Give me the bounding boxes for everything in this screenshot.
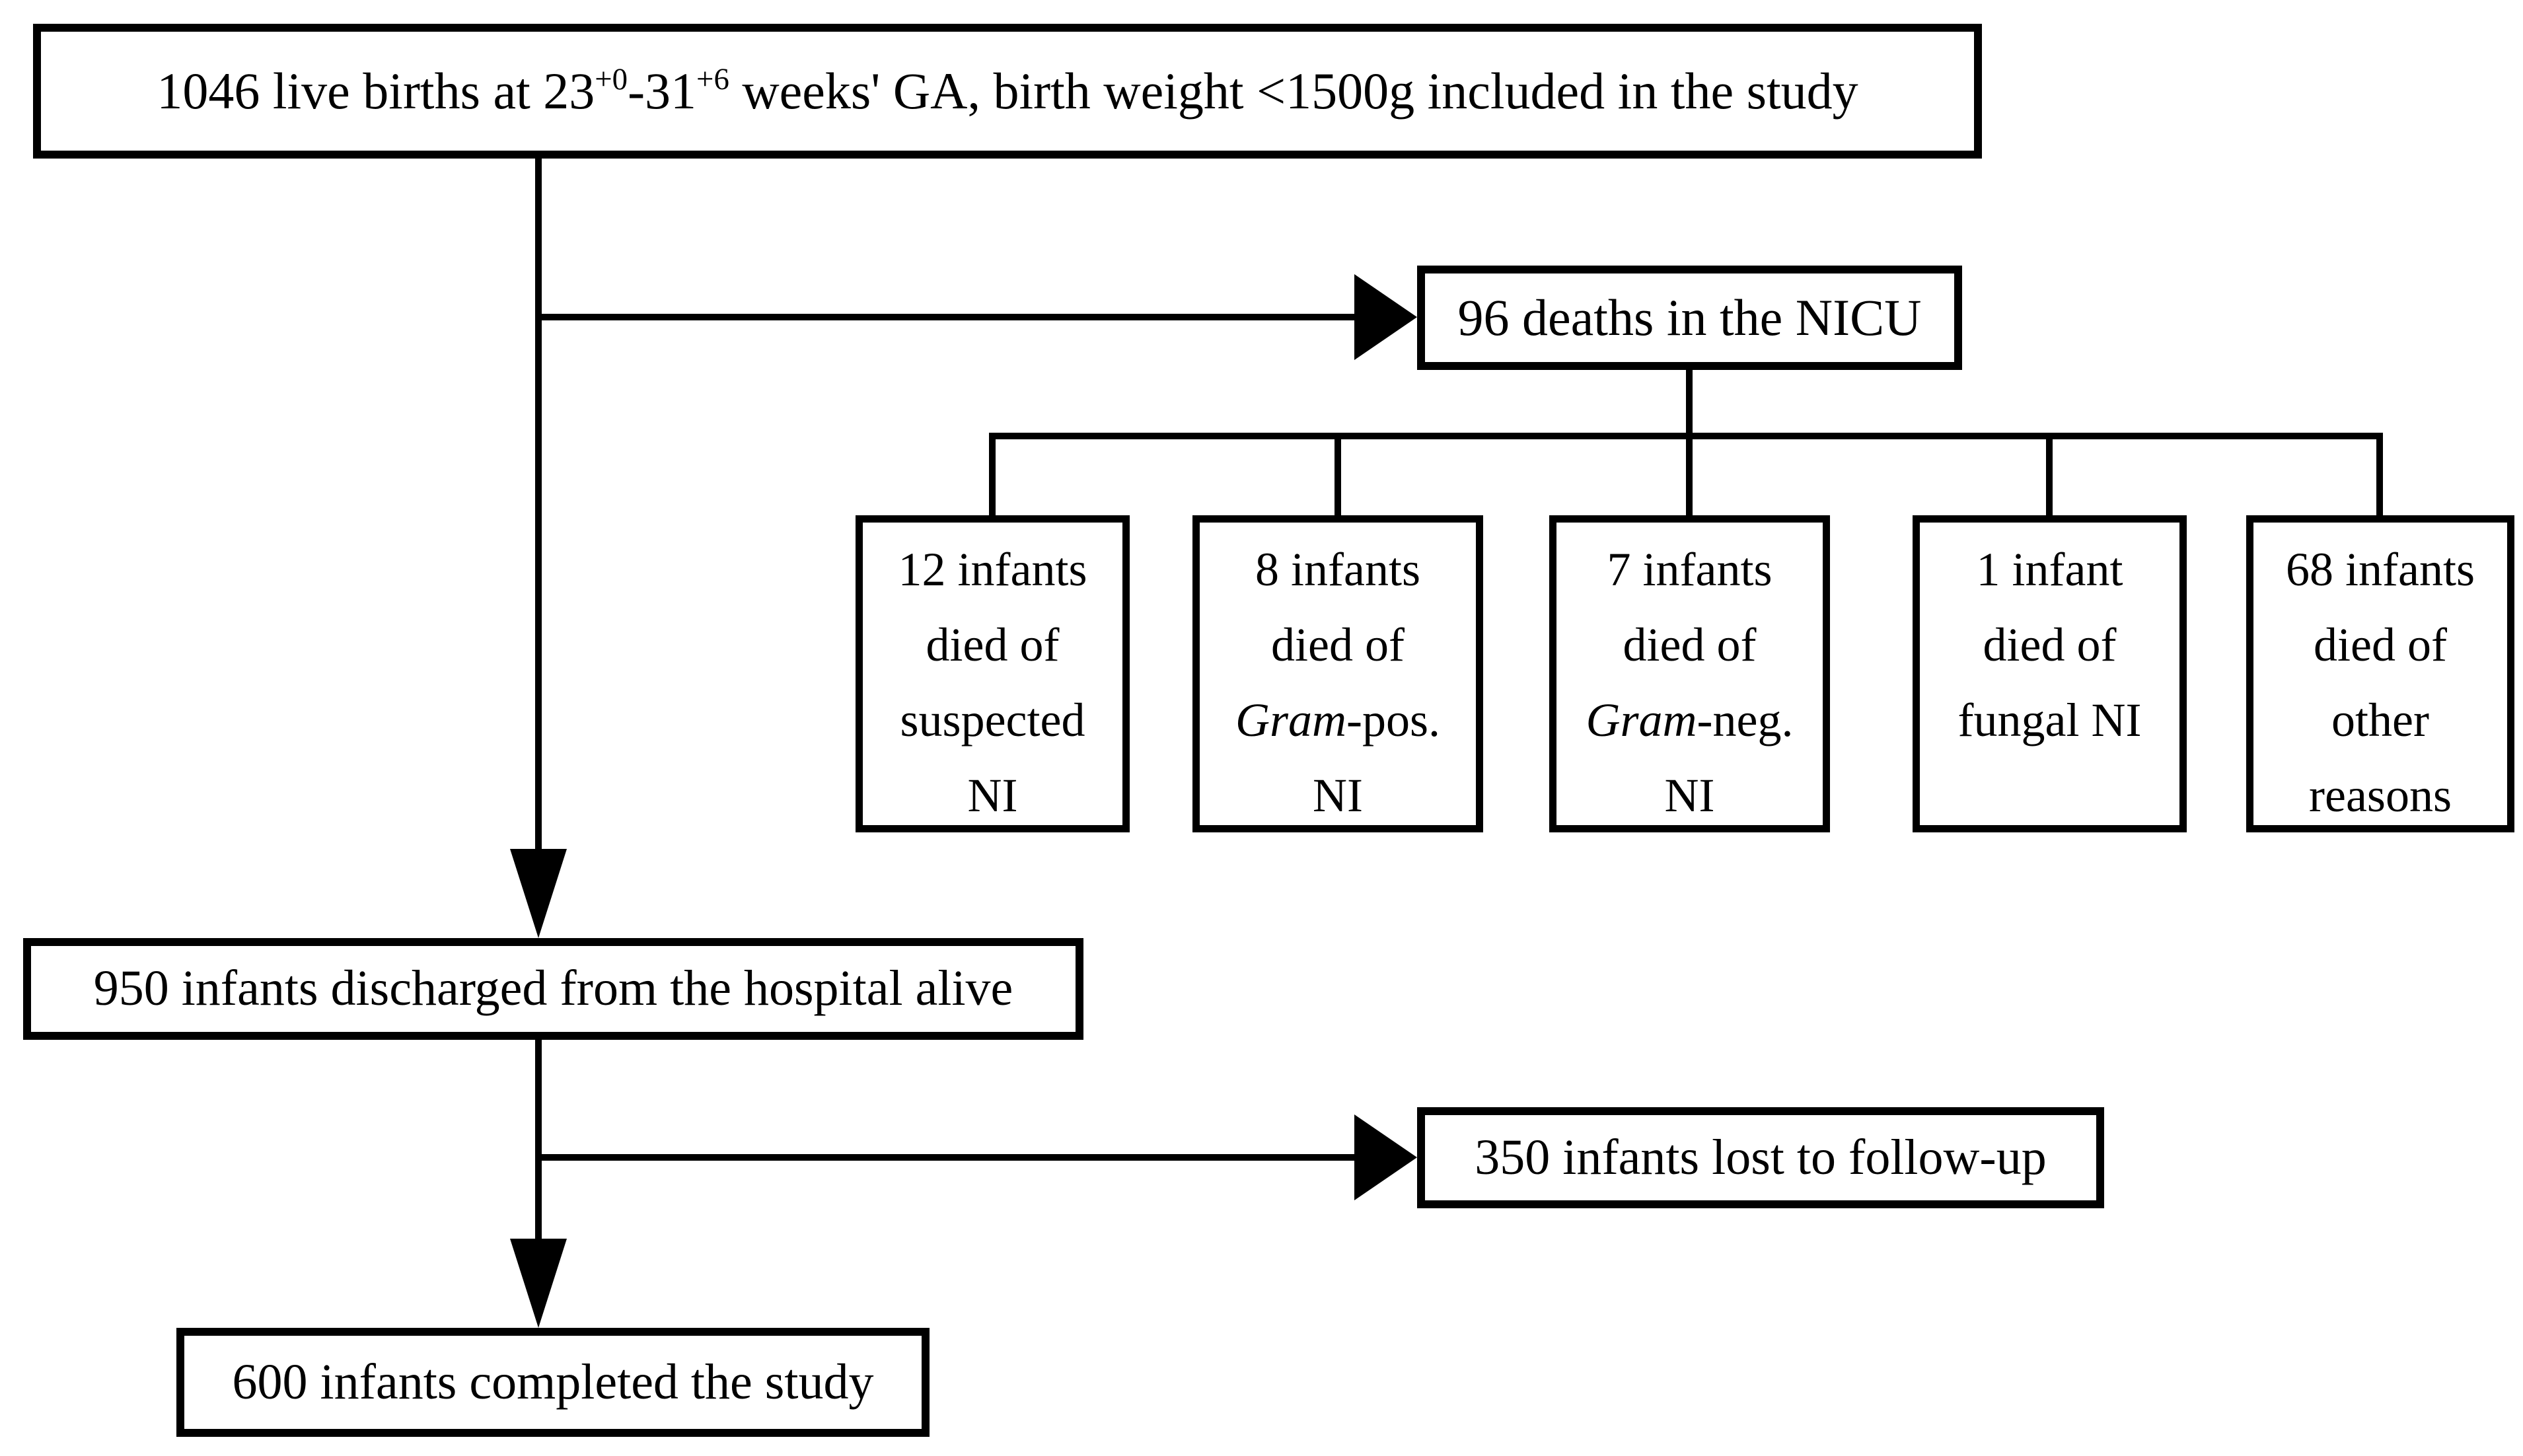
connector-main-lower bbox=[535, 1040, 542, 1239]
connector-branch-lost bbox=[535, 1154, 1358, 1161]
died-suspected-ni-text: 12 infants died of suspected NI bbox=[898, 543, 1087, 822]
discharged-text: 950 infants discharged from the hospital… bbox=[93, 961, 1013, 1017]
completed-text: 600 infants completed the study bbox=[232, 1354, 874, 1410]
connector-nicu-stem bbox=[1686, 370, 1693, 515]
box-discharged: 950 infants discharged from the hospital… bbox=[23, 938, 1083, 1040]
connector-drop-2 bbox=[1335, 433, 1341, 515]
lost-followup-text: 350 infants lost to follow-up bbox=[1475, 1129, 2047, 1185]
connector-drop-5 bbox=[2376, 433, 2383, 515]
box-died-other-reasons: 68 infants died of other reasons bbox=[2246, 515, 2514, 832]
nicu-deaths-text: 96 deaths in the NICU bbox=[1457, 289, 1922, 347]
box-died-suspected-ni: 12 infants died of suspected NI bbox=[856, 515, 1130, 832]
enrollment-superscript-1: +0 bbox=[595, 62, 628, 97]
enrollment-superscript-2: +6 bbox=[696, 62, 729, 97]
box-died-gram-neg-ni: 7 infants died of Gram-neg. NI bbox=[1549, 515, 1830, 832]
box-nicu-deaths: 96 deaths in the NICU bbox=[1417, 266, 1962, 370]
died-gram-neg-ni-text: 7 infants died of Gram-neg. NI bbox=[1586, 543, 1794, 822]
connector-drop-4 bbox=[2046, 433, 2053, 515]
box-completed: 600 infants completed the study bbox=[176, 1328, 930, 1437]
arrowhead-to-lost bbox=[1354, 1114, 1417, 1200]
arrowhead-to-completed bbox=[510, 1239, 567, 1328]
box-lost-followup: 350 infants lost to follow-up bbox=[1417, 1107, 2104, 1208]
connector-nicu-rail bbox=[989, 433, 2383, 439]
died-other-reasons-text: 68 infants died of other reasons bbox=[2286, 543, 2475, 822]
arrowhead-to-nicu-deaths bbox=[1354, 274, 1417, 360]
box-enrollment: 1046 live births at 23+0-31+6 weeks' GA,… bbox=[33, 24, 1982, 159]
arrowhead-to-discharged bbox=[510, 849, 567, 938]
box-died-gram-pos-ni: 8 infants died of Gram-pos. NI bbox=[1192, 515, 1483, 832]
box-died-fungal-ni: 1 infant died of fungal NI bbox=[1913, 515, 2187, 832]
connector-branch-nicu bbox=[535, 314, 1358, 320]
enrollment-text: 1046 live births at 23+0-31+6 weeks' GA,… bbox=[157, 62, 1858, 120]
died-gram-pos-ni-text: 8 infants died of Gram-pos. NI bbox=[1235, 543, 1440, 822]
connector-drop-1 bbox=[989, 433, 996, 515]
died-fungal-ni-text: 1 infant died of fungal NI bbox=[1957, 543, 2142, 746]
connector-main-upper bbox=[535, 159, 542, 849]
